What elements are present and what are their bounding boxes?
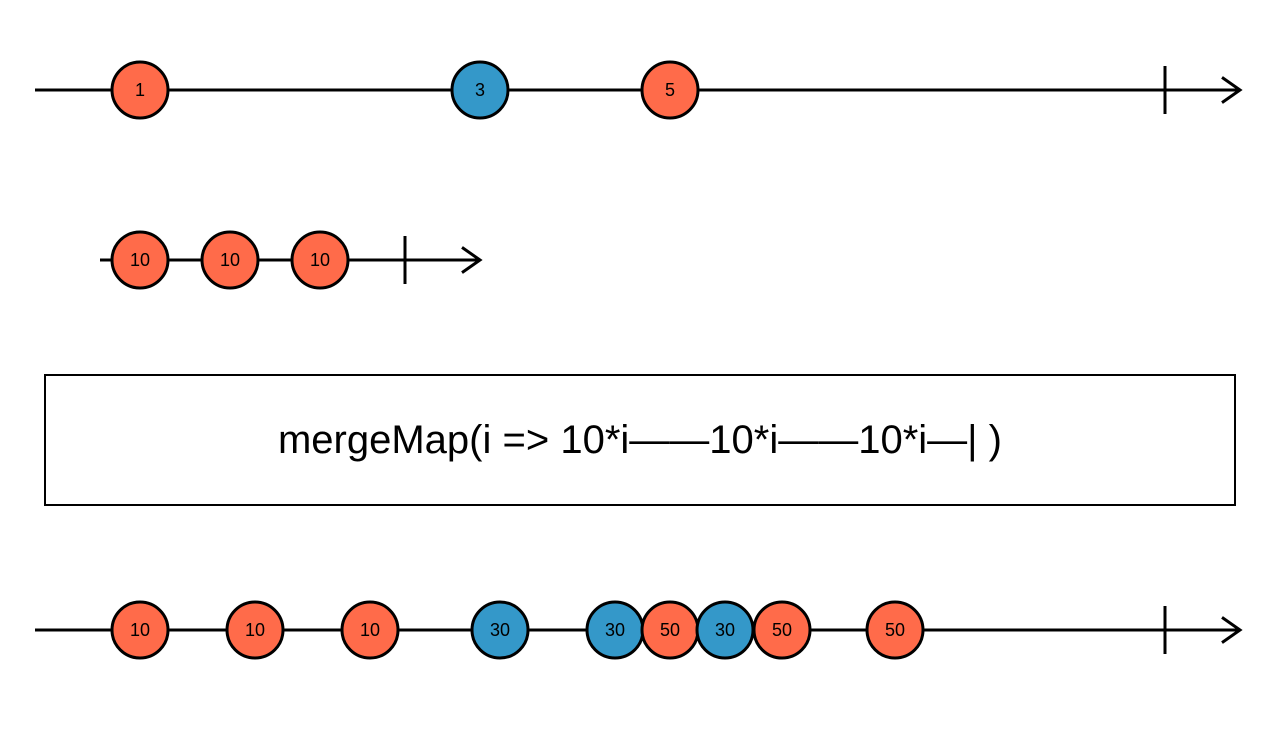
timeline-source-marble: 1 <box>112 62 168 118</box>
timeline-output-marble: 10 <box>112 602 168 658</box>
timeline-inner-marble: 10 <box>202 232 258 288</box>
timeline-output-marble: 10 <box>227 602 283 658</box>
marble-label: 50 <box>660 620 680 640</box>
marble-label: 10 <box>310 250 330 270</box>
timeline-output-marble: 50 <box>754 602 810 658</box>
marble-label: 50 <box>885 620 905 640</box>
marble-label: 10 <box>130 250 150 270</box>
timeline-source-marble: 3 <box>452 62 508 118</box>
timeline-inner: 10 10 10 <box>100 232 480 288</box>
marble-label: 3 <box>475 80 485 100</box>
operator-label: mergeMap(i => 10*i——10*i——10*i—| ) <box>278 418 1002 462</box>
marble-diagram: 1 3 5 10 10 10 mergeMap(i => 10*i——10*i——10*i—… <box>0 0 1280 740</box>
timeline-output-marble: 30 <box>472 602 528 658</box>
timeline-inner-marble: 10 <box>112 232 168 288</box>
timeline-source: 1 3 5 <box>35 62 1240 118</box>
marble-label: 30 <box>605 620 625 640</box>
timeline-output-marble: 50 <box>642 602 698 658</box>
marble-label: 10 <box>130 620 150 640</box>
marble-label: 30 <box>715 620 735 640</box>
marble-label: 5 <box>665 80 675 100</box>
timeline-source-marble: 5 <box>642 62 698 118</box>
marble-label: 10 <box>245 620 265 640</box>
marble-label: 10 <box>360 620 380 640</box>
timeline-inner-marble: 10 <box>292 232 348 288</box>
timeline-output-marble: 50 <box>867 602 923 658</box>
marble-label: 50 <box>772 620 792 640</box>
timeline-output-marble: 30 <box>587 602 643 658</box>
marble-label: 30 <box>490 620 510 640</box>
marble-label: 10 <box>220 250 240 270</box>
marble-label: 1 <box>135 80 145 100</box>
timeline-output: 10 10 10 30 30 50 30 50 50 <box>35 602 1240 658</box>
timeline-output-marble: 10 <box>342 602 398 658</box>
timeline-output-marble: 30 <box>697 602 753 658</box>
operator-box: mergeMap(i => 10*i——10*i——10*i—| ) <box>45 375 1235 505</box>
